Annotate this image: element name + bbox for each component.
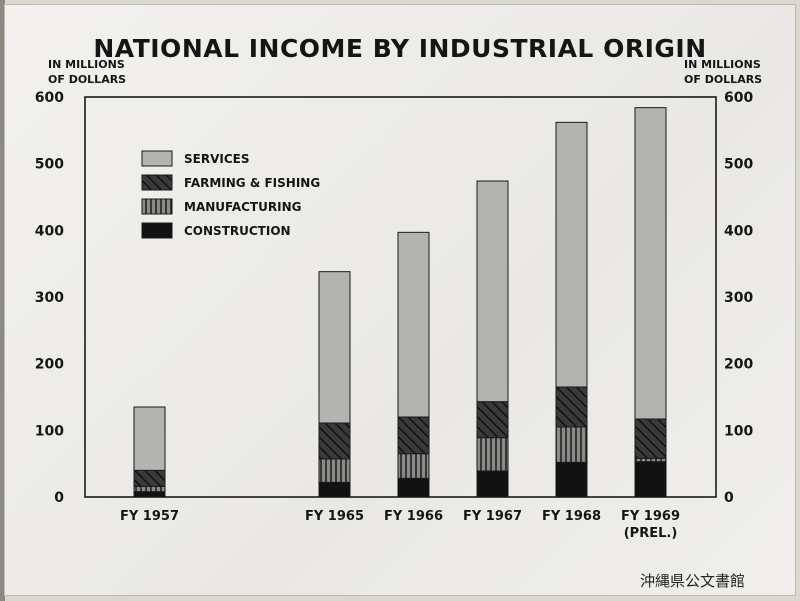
y-tick-label-right: 0	[724, 490, 734, 506]
bar-segment-solid	[555, 461, 588, 498]
x-tick-label: FY 1965	[305, 509, 364, 524]
bar-segment-vertical	[397, 453, 430, 479]
bar-segment-diagonal	[634, 418, 667, 459]
bar-segment-vertical	[634, 457, 667, 463]
bar-segment-diagonal	[397, 416, 430, 455]
y-tick-label-right: 300	[724, 290, 753, 306]
legend-label: MANUFACTURING	[184, 200, 301, 214]
bar-segment-vertical	[476, 437, 509, 472]
bar-segment-vertical	[133, 485, 166, 493]
bar-segment-diagonal	[133, 469, 166, 487]
y-tick-label-left: 400	[35, 223, 64, 239]
x-tick-label: FY 1966	[384, 509, 443, 524]
bar-segment-diagonal	[318, 422, 351, 460]
bar-segment-light	[133, 406, 166, 471]
legend-label: FARMING & FISHING	[184, 176, 320, 190]
y-tick-label-right: 100	[724, 423, 753, 439]
y-unit-right-text: IN MILLIONS OF DOLLARS	[684, 58, 763, 86]
bar-segment-light	[634, 107, 667, 420]
y-axis-unit-right: IN MILLIONS OF DOLLARS	[684, 57, 764, 87]
archive-watermark: 沖縄県公文書館	[640, 572, 746, 590]
x-tick-label: FY 1967	[463, 509, 522, 524]
legend-swatch-vertical	[141, 198, 173, 215]
bar-segment-diagonal	[555, 386, 588, 428]
legend-label: SERVICES	[184, 152, 249, 166]
bar-segment-vertical	[555, 426, 588, 463]
x-tick-label: FY 1969	[621, 509, 680, 524]
bar-segment-light	[318, 271, 351, 424]
bar-segment-diagonal	[476, 401, 509, 439]
legend-swatch-light	[141, 150, 173, 167]
x-tick-label: FY 1957	[120, 509, 179, 524]
y-tick-label-right: 500	[724, 157, 753, 173]
legend-label: CONSTRUCTION	[184, 224, 291, 238]
y-tick-label-left: 100	[35, 423, 64, 439]
x-tick-label: FY 1968	[542, 509, 601, 524]
bar-segment-solid	[476, 470, 509, 498]
legend-swatch-diagonal	[141, 174, 173, 191]
chart-title: NATIONAL INCOME BY INDUSTRIAL ORIGIN	[93, 34, 707, 63]
y-tick-label-right: 200	[724, 357, 753, 373]
x-tick-label-sub: (PREL.)	[624, 526, 678, 541]
y-axis-unit-left: IN MILLIONS OF DOLLARS	[48, 57, 128, 87]
y-tick-label-right: 600	[724, 90, 753, 106]
y-tick-label-right: 400	[724, 223, 753, 239]
y-tick-label-left: 200	[35, 357, 64, 373]
y-tick-label-left: 500	[35, 157, 64, 173]
photo-edge	[0, 0, 5, 601]
bar-segment-solid	[133, 491, 166, 498]
y-tick-label-left: 300	[35, 290, 64, 306]
bar-segment-solid	[397, 477, 430, 498]
bar-segment-solid	[318, 481, 351, 498]
y-tick-label-left: 600	[35, 90, 64, 106]
y-unit-left-text: IN MILLIONS OF DOLLARS	[48, 58, 127, 86]
bar-segment-light	[476, 180, 509, 403]
bar-segment-light	[397, 231, 430, 418]
y-tick-label-left: 0	[54, 490, 64, 506]
bar-segment-solid	[634, 461, 667, 498]
legend-swatch-solid	[141, 222, 173, 239]
bar-segment-vertical	[318, 458, 351, 483]
bar-segment-light	[555, 121, 588, 388]
